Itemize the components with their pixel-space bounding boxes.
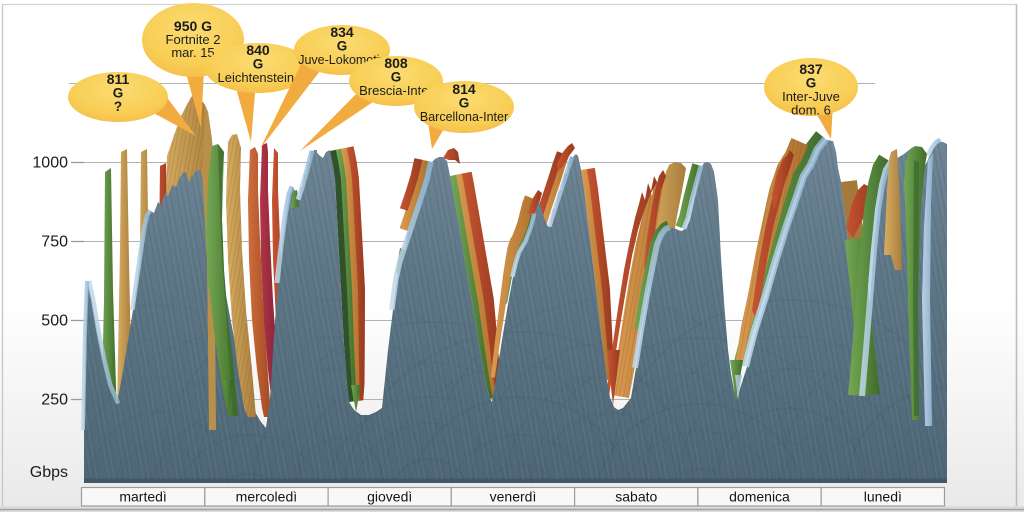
svg-text:Fortnite 2: Fortnite 2 bbox=[166, 32, 221, 47]
svg-text:834: 834 bbox=[330, 24, 354, 40]
svg-text:?: ? bbox=[114, 99, 122, 114]
svg-text:venerdì: venerdì bbox=[490, 489, 537, 505]
svg-text:G: G bbox=[806, 76, 817, 91]
svg-text:mar. 15: mar. 15 bbox=[171, 45, 214, 60]
svg-text:sabato: sabato bbox=[615, 489, 657, 505]
svg-text:G: G bbox=[459, 96, 470, 111]
svg-text:Brescia-Inter: Brescia-Inter bbox=[359, 83, 433, 98]
svg-text:Gbps: Gbps bbox=[30, 464, 68, 481]
svg-text:domenica: domenica bbox=[729, 489, 790, 505]
svg-text:808: 808 bbox=[384, 55, 408, 71]
svg-text:814: 814 bbox=[452, 81, 476, 97]
svg-text:Barcellona-Inter: Barcellona-Inter bbox=[420, 110, 508, 124]
svg-text:giovedì: giovedì bbox=[367, 489, 412, 505]
svg-text:811: 811 bbox=[107, 71, 130, 87]
svg-text:G: G bbox=[337, 39, 348, 54]
svg-text:950 G: 950 G bbox=[174, 18, 212, 34]
svg-text:lunedì: lunedì bbox=[864, 489, 902, 505]
svg-text:840: 840 bbox=[246, 42, 270, 58]
svg-text:G: G bbox=[253, 57, 264, 72]
svg-text:Leichtenstein-: Leichtenstein- bbox=[218, 70, 299, 85]
svg-text:750: 750 bbox=[41, 234, 68, 251]
svg-text:837: 837 bbox=[799, 61, 823, 77]
svg-text:G: G bbox=[113, 86, 124, 101]
svg-text:500: 500 bbox=[41, 313, 68, 330]
svg-text:dom. 6: dom. 6 bbox=[791, 103, 831, 118]
svg-text:martedì: martedì bbox=[119, 489, 166, 505]
svg-text:G: G bbox=[391, 70, 402, 85]
svg-text:Inter-Juve: Inter-Juve bbox=[782, 89, 840, 104]
svg-text:1000: 1000 bbox=[32, 155, 68, 172]
svg-text:250: 250 bbox=[41, 392, 68, 409]
svg-text:mercoledì: mercoledì bbox=[236, 489, 297, 505]
